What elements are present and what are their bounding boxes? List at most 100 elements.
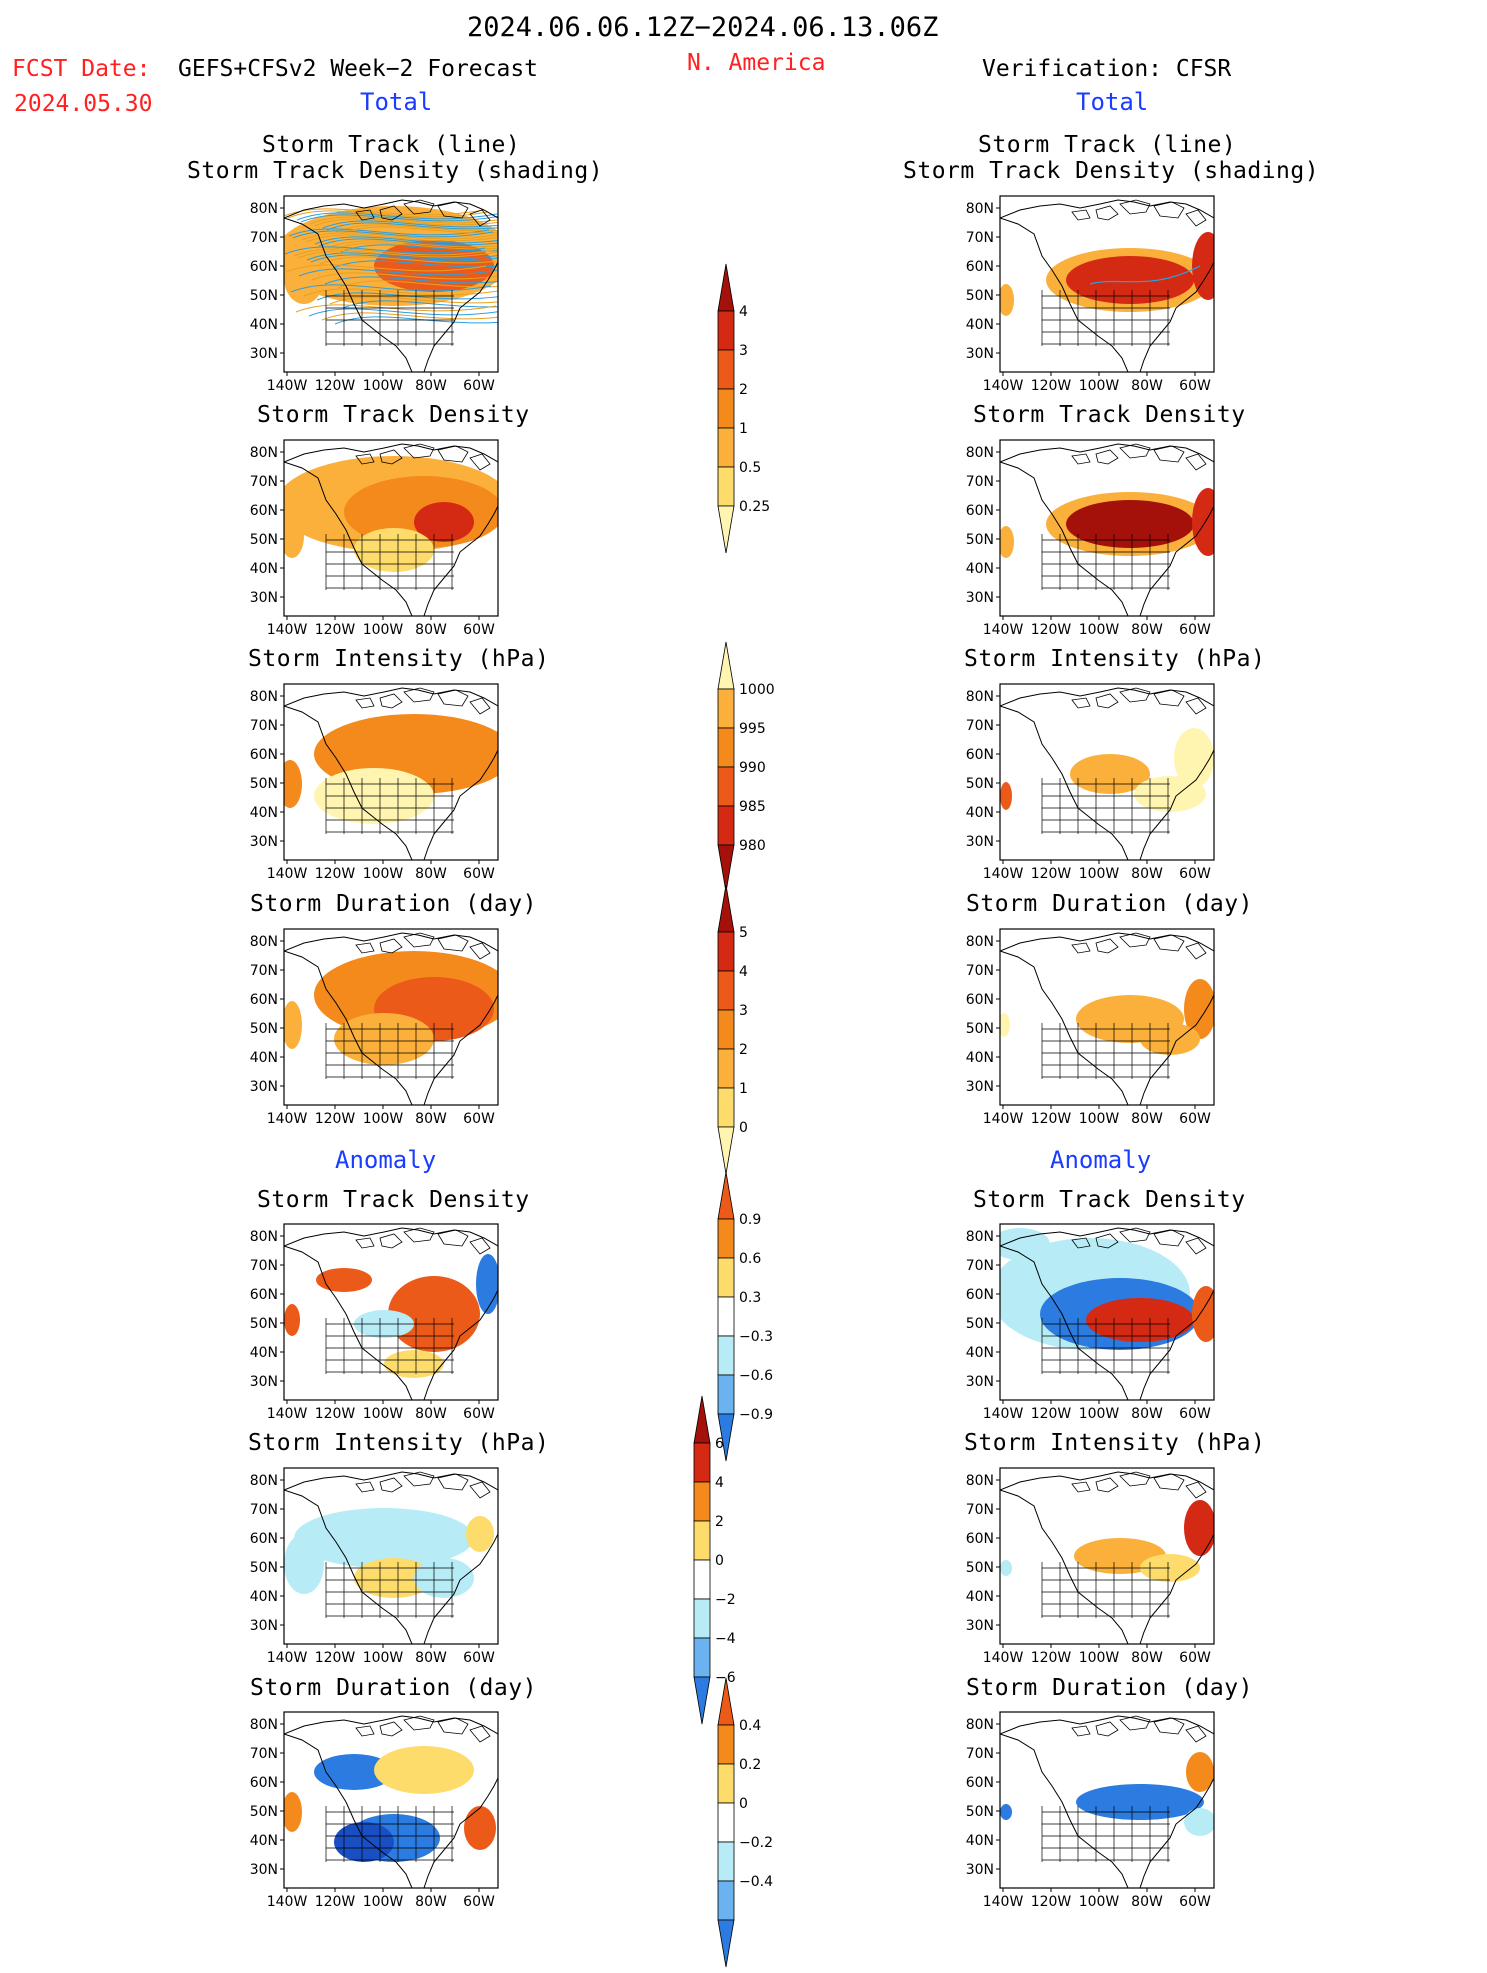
lat-label: 50N [966, 1316, 994, 1332]
island-outline [403, 443, 435, 459]
island-outline [1119, 443, 1151, 459]
island-outline [1095, 693, 1119, 709]
island-outline [403, 1471, 435, 1487]
island-outline [469, 1237, 491, 1255]
coastline [1000, 687, 1214, 860]
lon-label: 120W [315, 378, 356, 394]
lon-label: 80W [1131, 1650, 1163, 1666]
state-borders [325, 1318, 454, 1374]
coastline [284, 932, 498, 1105]
panel-title-density-right: Storm Track Density [973, 402, 1246, 428]
colorbar-label: 0.25 [739, 499, 770, 515]
colorbar-segment [717, 805, 735, 846]
state-borders [325, 534, 454, 590]
lon-label: 100W [363, 1111, 404, 1127]
state-borders [1041, 1023, 1170, 1079]
island-outline [1185, 1237, 1207, 1255]
lon-label: 140W [983, 1650, 1024, 1666]
map-svg: 80N 70N 60N 50N 40N 30N 140W 120W 100W 80W 60W [250, 1467, 499, 1666]
section-total-right: Total [1076, 88, 1149, 116]
storm-track-line [295, 304, 497, 313]
map-frame [999, 928, 1215, 1106]
map-frame [283, 195, 499, 373]
lat-label: 80N [966, 445, 994, 461]
colorbar-segment [717, 1724, 735, 1765]
colorbar-svg: 0.9 0.6 0.3 −0.3 −0.6 −0.9 [717, 1171, 773, 1462]
lat-label: 30N [966, 1079, 994, 1095]
lon-label: 120W [1031, 1894, 1072, 1910]
lat-label: 60N [966, 1531, 994, 1547]
colorbar-svg: 6 4 2 0 −2 −4 −6 [693, 1395, 736, 1725]
map-svg: 80N 70N 60N 50N 40N 30N 140W 120W 100W 80W 60W [250, 683, 499, 882]
lon-label: 140W [267, 378, 308, 394]
shading-region [1174, 728, 1214, 788]
shading-region [1186, 1752, 1214, 1792]
coastline [284, 1715, 498, 1888]
lat-label: 80N [250, 1229, 278, 1245]
storm-track-line [327, 240, 498, 249]
island-outline [1071, 1481, 1091, 1493]
shading-region [334, 1822, 394, 1862]
island-outline [437, 1473, 469, 1491]
shading-region [1140, 1023, 1200, 1055]
lon-label: 140W [983, 1406, 1024, 1422]
colorbar-svg: 4 3 2 1 0.5 0.25 [717, 263, 770, 554]
island-outline [1153, 1229, 1185, 1247]
lat-label: 30N [250, 1862, 278, 1878]
panel-title-duration-left: Storm Duration (day) [250, 891, 537, 917]
colorbar-label: 1 [739, 421, 748, 437]
lon-label: 120W [1031, 1111, 1072, 1127]
coastline [284, 1471, 498, 1644]
state-borders [1041, 1562, 1170, 1618]
lon-label: 60W [463, 1111, 495, 1127]
island-outline [1119, 199, 1151, 215]
island-outline [379, 1477, 403, 1493]
lon-label: 140W [983, 1111, 1024, 1127]
coastline [1000, 1715, 1214, 1888]
island-outline [469, 1725, 491, 1743]
panel-title-intensity-anom-left: Storm Intensity (hPa) [248, 1430, 550, 1456]
map-svg: 80N 70N 60N 50N 40N 30N 140W 120W 100W 80W 60W [966, 928, 1215, 1127]
lat-label: 50N [966, 776, 994, 792]
lat-label: 40N [250, 1833, 278, 1849]
panel-title-duration-right: Storm Duration (day) [966, 891, 1253, 917]
lon-label: 60W [463, 378, 495, 394]
island-outline [437, 445, 469, 463]
lat-label: 30N [966, 1374, 994, 1390]
shading-region [354, 528, 434, 572]
lon-label: 80W [1131, 378, 1163, 394]
lon-label: 120W [315, 622, 356, 638]
colorbar-segment [693, 1559, 711, 1600]
island-outline [469, 697, 491, 715]
lat-label: 30N [250, 346, 278, 362]
shading-region [1184, 1808, 1214, 1836]
map-density-anom-right: 80N 70N 60N 50N 40N 30N 140W 120W 100W 80W 60W [952, 1222, 1222, 1426]
colorbar-segment [717, 505, 735, 554]
state-borders [325, 1806, 454, 1862]
colorbar-segment [693, 1442, 711, 1483]
colorbar-segment [693, 1598, 711, 1639]
island-outline [355, 942, 375, 954]
lon-label: 80W [415, 1406, 447, 1422]
lon-label: 60W [1179, 1406, 1211, 1422]
lat-label: 60N [966, 1287, 994, 1303]
colorbar-duration-total: 5 4 3 2 1 0 [716, 883, 826, 1180]
storm-track-line [285, 264, 487, 273]
model-label: GEFS+CFSv2 Week−2 Forecast [178, 56, 539, 82]
coastline [284, 1227, 498, 1400]
lat-label: 70N [966, 1258, 994, 1274]
map-frame [283, 683, 499, 861]
colorbar-segment [717, 1257, 735, 1298]
lat-label: 40N [966, 561, 994, 577]
shading-region [316, 1268, 372, 1292]
section-anomaly-left: Anomaly [335, 1146, 437, 1174]
colorbar-segment [717, 263, 735, 312]
colorbar-intensity-anom: 6 4 2 0 −2 −4 −6 [692, 1394, 802, 1730]
shading-region [1000, 284, 1014, 316]
section-total-left: Total [360, 88, 433, 116]
storm-track-line [292, 230, 494, 239]
colorbar-segment [717, 1126, 735, 1175]
lon-label: 140W [267, 1111, 308, 1127]
panel-title-track-shading-left: Storm Track Density (shading) [187, 158, 604, 184]
lon-label: 80W [1131, 866, 1163, 882]
